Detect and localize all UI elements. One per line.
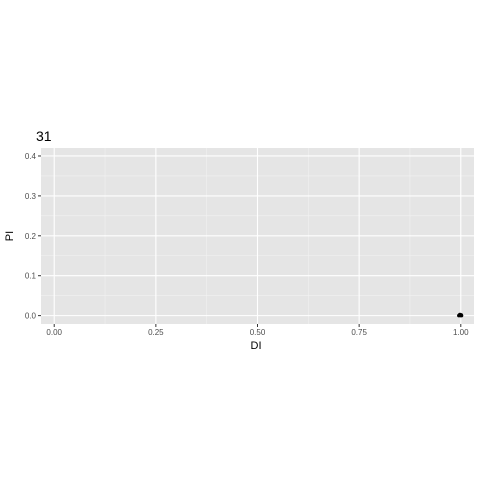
data-points	[457, 312, 464, 318]
y-tick-label: 0.0	[25, 312, 37, 321]
x-axis-title: DI	[251, 340, 262, 352]
data-point	[459, 313, 463, 317]
x-tick-label: 0.75	[351, 328, 367, 337]
x-tick-label: 0.00	[46, 328, 62, 337]
chart-title: 31	[36, 128, 52, 144]
x-tick-label: 0.50	[250, 328, 266, 337]
x-tick-label: 0.25	[148, 328, 164, 337]
y-tick-label: 0.4	[25, 152, 37, 161]
x-axis: 0.00 0.25 0.50 0.75 1.00	[46, 324, 469, 337]
y-axis: 0.0 0.1 0.2 0.3 0.4	[25, 152, 41, 321]
x-tick-label: 1.00	[453, 328, 469, 337]
y-tick-label: 0.2	[25, 232, 37, 241]
y-tick-label: 0.3	[25, 192, 37, 201]
y-axis-title: PI	[4, 231, 16, 241]
major-gridlines	[41, 148, 474, 324]
y-tick-label: 0.1	[25, 272, 37, 281]
